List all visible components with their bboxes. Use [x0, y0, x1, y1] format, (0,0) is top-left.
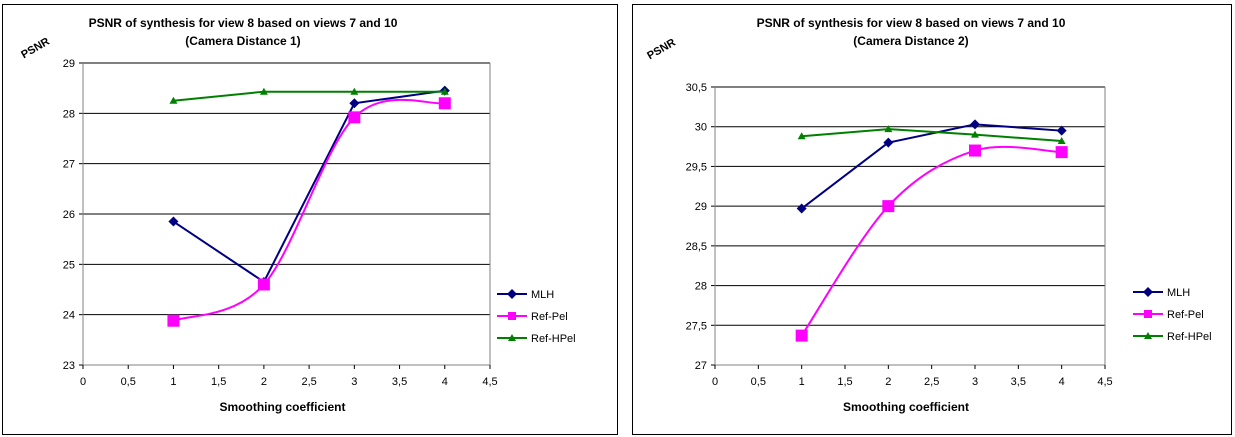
legend-label: Ref-HPel	[1167, 331, 1212, 343]
legend-entry: Ref-HPel	[1133, 331, 1212, 343]
legend-entry: Ref-Pel	[497, 311, 568, 323]
y-tick-label: 28,5	[686, 241, 707, 253]
legend-entry: Ref-Pel	[1133, 309, 1204, 321]
data-point-square	[1055, 146, 1068, 159]
chart-subtitle: (Camera Distance 1)	[185, 34, 300, 48]
series-line	[172, 89, 445, 284]
data-point-square	[882, 200, 895, 213]
series-ref-pel	[167, 97, 451, 327]
x-tick-label: 3,5	[1011, 376, 1026, 388]
chart-panel-camera-distance-2: PSNR of synthesis for view 8 based on vi…	[632, 4, 1232, 435]
data-point-diamond	[507, 289, 517, 299]
x-tick-label: 2	[261, 376, 267, 388]
y-tick-label: 27	[63, 159, 75, 171]
x-tick-label: 4	[442, 376, 448, 388]
legend-label: MLH	[531, 289, 554, 301]
x-tick-label: 0	[712, 376, 718, 388]
x-tick-label: 4	[1059, 376, 1065, 388]
legend-label: Ref-Pel	[531, 311, 568, 323]
y-tick-label: 29,5	[686, 161, 707, 173]
y-tick-label: 27,5	[686, 320, 707, 332]
y-axis-label: PSNR	[645, 37, 678, 63]
x-tick-label: 0,5	[121, 376, 136, 388]
series-mlh	[796, 119, 1067, 214]
data-point-diamond	[970, 119, 980, 130]
x-tick-label: 1	[170, 376, 176, 388]
data-point-square	[257, 278, 270, 291]
data-point-triangle	[440, 87, 449, 95]
y-tick-label: 30	[695, 122, 707, 134]
legend-label: Ref-HPel	[531, 333, 576, 345]
data-point-diamond	[168, 216, 179, 227]
series-line	[801, 123, 1062, 210]
y-tick-label: 29	[695, 201, 707, 213]
data-point-square	[508, 312, 516, 320]
legend-entry: Ref-HPel	[497, 333, 576, 345]
series-line	[801, 128, 1062, 143]
y-axis-label: PSNR	[19, 36, 52, 62]
data-point-triangle	[508, 334, 516, 341]
data-point-diamond	[796, 203, 807, 214]
data-point-triangle	[259, 87, 268, 95]
series-line	[173, 90, 445, 102]
series-ref-pel	[795, 144, 1068, 342]
data-point-square	[1144, 310, 1152, 318]
data-point-square	[795, 329, 808, 342]
chart-subtitle: (Camera Distance 2)	[853, 34, 968, 48]
x-tick-label: 0	[80, 376, 86, 388]
x-tick-label: 1,5	[837, 376, 852, 388]
data-point-diamond	[349, 98, 360, 109]
y-tick-label: 28	[695, 281, 707, 293]
x-axis-label: Smoothing coefficient	[220, 400, 346, 414]
data-point-square	[348, 111, 361, 124]
x-tick-label: 3	[972, 376, 978, 388]
x-tick-label: 1,5	[211, 376, 226, 388]
x-tick-label: 2,5	[924, 376, 939, 388]
data-point-diamond	[1056, 125, 1067, 136]
x-tick-label: 0,5	[751, 376, 766, 388]
data-point-triangle	[971, 130, 979, 138]
legend-label: Ref-Pel	[1167, 309, 1204, 321]
data-point-diamond	[1143, 287, 1153, 297]
x-tick-label: 2,5	[301, 376, 316, 388]
data-point-square	[438, 97, 451, 110]
y-tick-label: 24	[63, 310, 75, 322]
x-tick-label: 3,5	[392, 376, 407, 388]
y-tick-label: 26	[63, 209, 75, 221]
series-mlh	[168, 85, 450, 287]
chart-svg: PSNR of synthesis for view 8 based on vi…	[645, 16, 1212, 414]
data-point-triangle	[884, 125, 893, 133]
chart-panel-camera-distance-1: PSNR of synthesis for view 8 based on vi…	[2, 4, 618, 435]
y-tick-label: 27	[695, 360, 707, 372]
series-line	[173, 98, 445, 322]
data-point-triangle	[350, 87, 359, 95]
y-tick-label: 28	[63, 108, 75, 120]
legend-entry: MLH	[1133, 287, 1190, 299]
x-tick-label: 4,5	[1097, 376, 1112, 388]
y-tick-label: 23	[63, 360, 75, 372]
data-point-triangle	[1144, 332, 1152, 339]
data-point-triangle	[797, 132, 806, 140]
x-tick-label: 2	[885, 376, 891, 388]
data-point-square	[167, 314, 180, 327]
y-tick-label: 30,5	[686, 82, 707, 94]
x-tick-label: 4,5	[482, 376, 497, 388]
legend-label: MLH	[1167, 287, 1190, 299]
y-tick-label: 29	[63, 58, 75, 70]
chart-title: PSNR of synthesis for view 8 based on vi…	[89, 16, 398, 30]
series-line	[800, 145, 1062, 337]
x-axis-label: Smoothing coefficient	[843, 400, 969, 414]
data-point-triangle	[169, 96, 178, 104]
chart-title: PSNR of synthesis for view 8 based on vi…	[757, 16, 1066, 30]
series-ref-hpel	[169, 87, 449, 104]
data-point-triangle	[1057, 137, 1066, 145]
legend-entry: MLH	[497, 289, 554, 301]
series-ref-hpel	[797, 125, 1066, 145]
x-tick-label: 3	[351, 376, 357, 388]
x-tick-label: 1	[799, 376, 805, 388]
data-point-square	[969, 144, 981, 157]
chart-svg: PSNR of synthesis for view 8 based on vi…	[19, 16, 576, 414]
y-tick-label: 25	[63, 259, 75, 271]
